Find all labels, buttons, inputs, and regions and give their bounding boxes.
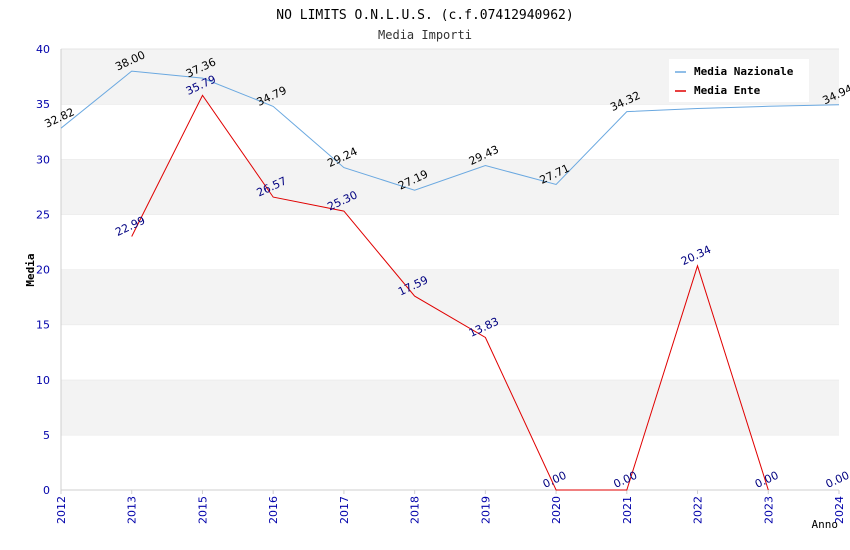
series-line-1 xyxy=(131,94,769,491)
grid-band xyxy=(61,324,839,380)
y-tick-label: 40 xyxy=(36,43,50,56)
y-tick-label: 20 xyxy=(36,264,50,277)
legend-box xyxy=(669,59,809,102)
grid-band xyxy=(61,104,839,160)
y-tick-label: 5 xyxy=(43,429,50,442)
axes xyxy=(60,49,839,491)
x-tick-label: 2020 xyxy=(550,496,563,524)
x-tick-label: 2024 xyxy=(833,496,846,524)
x-tick-label: 2015 xyxy=(196,496,209,524)
y-tick-label: 15 xyxy=(36,319,50,332)
series-group xyxy=(60,70,840,491)
y-tick-label: 0 xyxy=(43,484,50,497)
grid-bands xyxy=(61,48,839,490)
x-axis-label: Anno xyxy=(812,518,839,531)
x-tick-label: 2018 xyxy=(409,496,422,524)
grid-band xyxy=(61,214,839,270)
grid-band xyxy=(61,159,839,215)
chart-subtitle: Media Importi xyxy=(378,28,472,42)
y-tick-labels: 0 5 10 15 20 25 30 35 40 xyxy=(36,43,50,497)
y-tick-label: 10 xyxy=(36,374,50,387)
series-line-0 xyxy=(60,70,840,191)
legend-label-ente: Media Ente xyxy=(694,84,761,97)
grid-band xyxy=(61,269,839,325)
x-tick-label: 2023 xyxy=(762,496,775,524)
x-tick-label: 2013 xyxy=(126,496,139,524)
grid-band xyxy=(61,434,839,490)
y-tick-label: 25 xyxy=(36,208,50,221)
chart-title: NO LIMITS O.N.L.U.S. (c.f.07412940962) xyxy=(276,8,573,23)
x-tick-label: 2017 xyxy=(338,496,351,524)
y-axis-label: Media xyxy=(24,253,37,286)
legend: Media Nazionale Media Ente xyxy=(669,59,809,102)
x-tick-label: 2021 xyxy=(621,496,634,524)
x-tick-label: 2012 xyxy=(55,496,68,524)
x-tick-label: 2016 xyxy=(267,496,280,524)
x-tick-label: 2022 xyxy=(692,496,705,524)
x-tick-label: 2019 xyxy=(479,496,492,524)
y-tick-label: 35 xyxy=(36,98,50,111)
grid-band xyxy=(61,379,839,435)
x-tick-labels: 2012 2013 2015 2016 2017 2018 2019 2020 2021 2022… xyxy=(55,490,846,524)
y-tick-label: 30 xyxy=(36,153,50,166)
legend-label-nazionale: Media Nazionale xyxy=(694,65,794,78)
